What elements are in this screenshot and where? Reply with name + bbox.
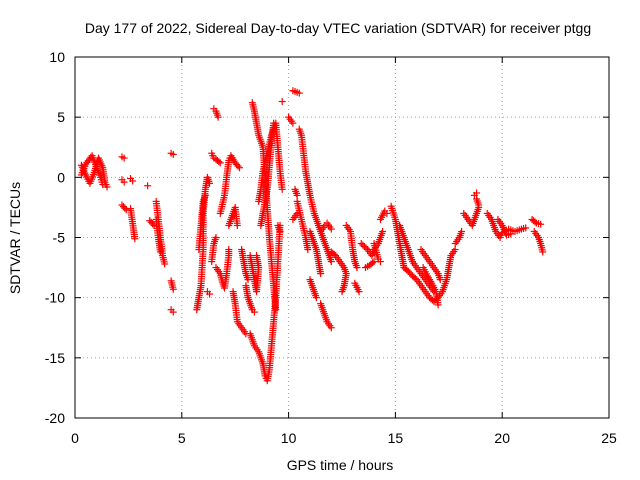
data-point	[458, 227, 466, 235]
data-point	[357, 240, 365, 248]
data-point	[214, 113, 222, 121]
data-point	[206, 290, 214, 298]
y-tick-label: 5	[57, 109, 65, 125]
data-point	[235, 164, 243, 172]
x-tick-label: 25	[601, 430, 617, 446]
x-tick-label: 0	[71, 430, 79, 446]
data-point	[234, 162, 242, 170]
y-tick-label: 0	[57, 169, 65, 185]
y-tick-label: -20	[45, 410, 65, 426]
x-tick-label: 20	[494, 430, 510, 446]
y-tick-label: -15	[45, 350, 65, 366]
data-point	[216, 159, 224, 167]
data-point	[212, 234, 220, 241]
data-point	[312, 294, 320, 302]
data-point	[360, 243, 368, 251]
data-point	[122, 206, 130, 214]
data-point	[383, 209, 391, 217]
data-point	[201, 191, 209, 199]
x-axis-label: GPS time / hours	[287, 457, 394, 473]
data-point	[355, 288, 363, 296]
data-point	[272, 306, 280, 314]
data-point	[327, 258, 335, 266]
data-point	[131, 235, 139, 243]
data-point	[250, 308, 258, 316]
data-point	[161, 260, 169, 268]
data-point	[295, 89, 303, 97]
data-point	[270, 119, 278, 127]
data-point	[233, 221, 241, 229]
data-point	[215, 158, 223, 166]
data-point	[531, 218, 539, 226]
y-tick-label: -5	[53, 230, 66, 246]
data-point	[253, 252, 261, 260]
axis-ticks: 0 5 10 15 20 25 -20 -15 -10 -5 0 5 10	[45, 49, 617, 446]
data-point	[278, 185, 286, 193]
data-point	[317, 270, 325, 278]
data-point	[244, 276, 252, 284]
data-point	[353, 264, 361, 272]
data-point	[369, 259, 377, 267]
data-point	[289, 119, 297, 127]
data-point	[225, 246, 233, 254]
data-point	[206, 179, 214, 187]
data-point	[475, 201, 483, 209]
data-point	[436, 276, 444, 284]
data-point	[278, 98, 286, 106]
data-point	[327, 324, 335, 332]
data-point	[120, 178, 128, 186]
data-point	[169, 150, 177, 158]
data-point	[103, 183, 111, 191]
data-point	[327, 225, 335, 233]
x-tick-label: 15	[388, 430, 404, 446]
data-points	[77, 87, 547, 385]
data-point	[539, 248, 547, 256]
data-point	[376, 258, 384, 266]
data-point	[304, 246, 312, 254]
data-point	[507, 230, 515, 238]
data-point	[99, 181, 107, 189]
data-point	[169, 285, 177, 293]
data-point	[144, 182, 152, 190]
x-tick-label: 10	[281, 430, 297, 446]
data-point	[537, 220, 545, 228]
data-point	[169, 308, 177, 316]
chart-title: Day 177 of 2022, Sidereal Day-to-day VTE…	[85, 20, 591, 36]
data-point	[156, 248, 164, 256]
y-axis-label: SDTVAR / TECUs	[7, 182, 23, 294]
data-point	[451, 246, 459, 254]
data-point	[359, 241, 367, 249]
data-point	[338, 288, 346, 296]
data-point	[473, 189, 481, 197]
data-point	[276, 227, 284, 235]
data-point	[293, 191, 301, 199]
data-point	[434, 301, 442, 309]
x-tick-label: 5	[178, 430, 186, 446]
data-point	[362, 244, 370, 252]
data-point	[129, 177, 137, 185]
data-point	[120, 154, 128, 162]
y-tick-label: -10	[45, 290, 65, 306]
y-tick-label: 10	[49, 49, 65, 65]
data-point	[379, 227, 387, 235]
data-point	[522, 224, 530, 232]
data-point	[370, 258, 378, 266]
